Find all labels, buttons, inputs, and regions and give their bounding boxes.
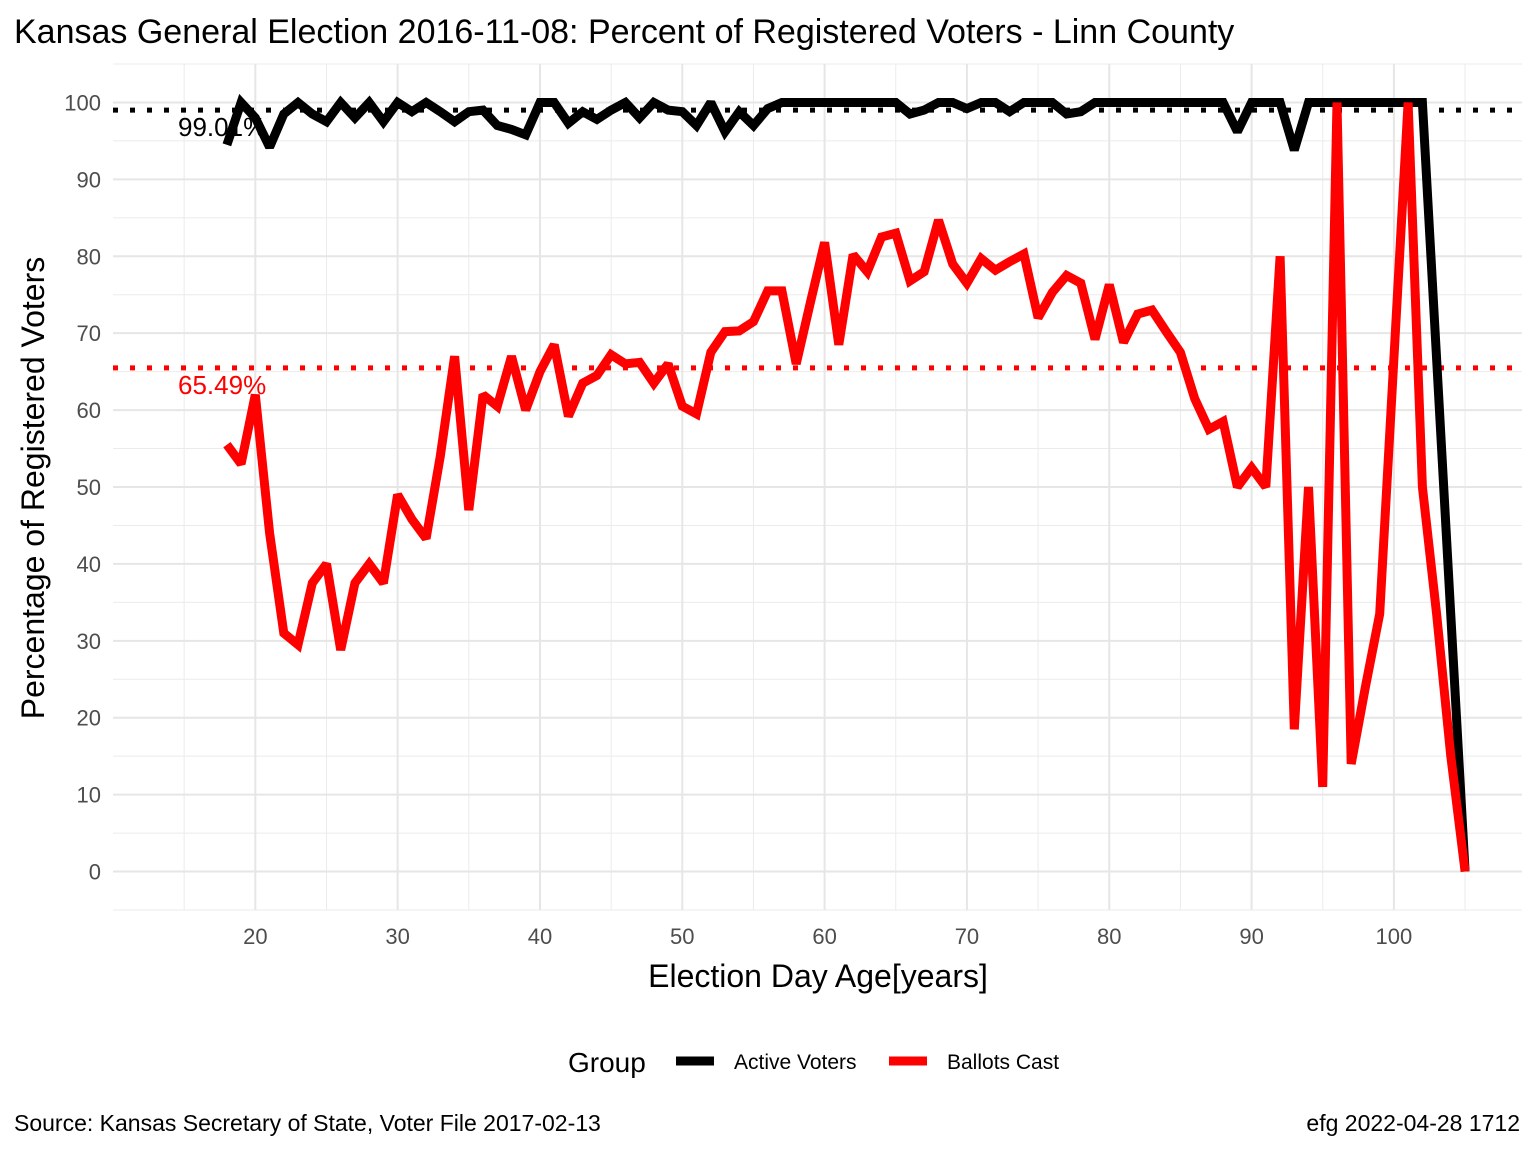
legend-title: Group <box>568 1047 646 1078</box>
reference-labels: 99.01% 65.49% <box>178 112 266 400</box>
y-tick-label: 70 <box>77 321 101 346</box>
y-tick-label: 80 <box>77 244 101 269</box>
y-tick-label: 50 <box>77 475 101 500</box>
y-tick-label: 20 <box>77 706 101 731</box>
legend-label-ballots-cast: Ballots Cast <box>947 1051 1059 1074</box>
x-axis-title: Election Day Age[years] <box>648 958 988 994</box>
x-tick-label: 60 <box>812 924 836 949</box>
y-tick-label: 100 <box>64 90 101 115</box>
legend-item-ballots-cast: Ballots Cast <box>889 1051 1059 1074</box>
y-axis-ticks: 0 10 20 30 40 50 60 70 80 90 100 <box>64 90 101 884</box>
y-tick-label: 0 <box>89 860 101 885</box>
x-tick-label: 90 <box>1239 924 1263 949</box>
x-axis-ticks: 20 30 40 50 60 70 80 90 100 <box>243 924 1412 949</box>
series-line-ballots-cast <box>223 102 1470 873</box>
x-tick-label: 70 <box>955 924 979 949</box>
series-lines <box>222 93 1470 873</box>
chart-title: Kansas General Election 2016-11-08: Perc… <box>14 13 1234 51</box>
series-line-active-voters <box>222 93 1470 872</box>
caption-source: Source: Kansas Secretary of State, Voter… <box>14 1110 601 1136</box>
x-tick-label: 80 <box>1097 924 1121 949</box>
reference-label-1: 65.49% <box>178 370 266 400</box>
x-tick-label: 30 <box>385 924 409 949</box>
legend-item-active-voters: Active Voters <box>676 1051 857 1074</box>
y-tick-label: 30 <box>77 629 101 654</box>
caption-credit: efg 2022-04-28 1712 <box>1306 1110 1520 1136</box>
x-tick-label: 40 <box>528 924 552 949</box>
y-tick-label: 10 <box>77 783 101 808</box>
legend-label-active-voters: Active Voters <box>734 1051 857 1074</box>
x-tick-label: 100 <box>1376 924 1413 949</box>
reference-label-0: 99.01% <box>178 112 266 142</box>
x-tick-label: 20 <box>243 924 267 949</box>
legend: Group Active Voters Ballots Cast <box>568 1047 1059 1078</box>
x-tick-label: 50 <box>670 924 694 949</box>
y-axis-title: Percentage of Registered Voters <box>15 257 51 720</box>
y-tick-label: 60 <box>77 398 101 423</box>
y-tick-label: 90 <box>77 167 101 192</box>
y-tick-label: 40 <box>77 552 101 577</box>
